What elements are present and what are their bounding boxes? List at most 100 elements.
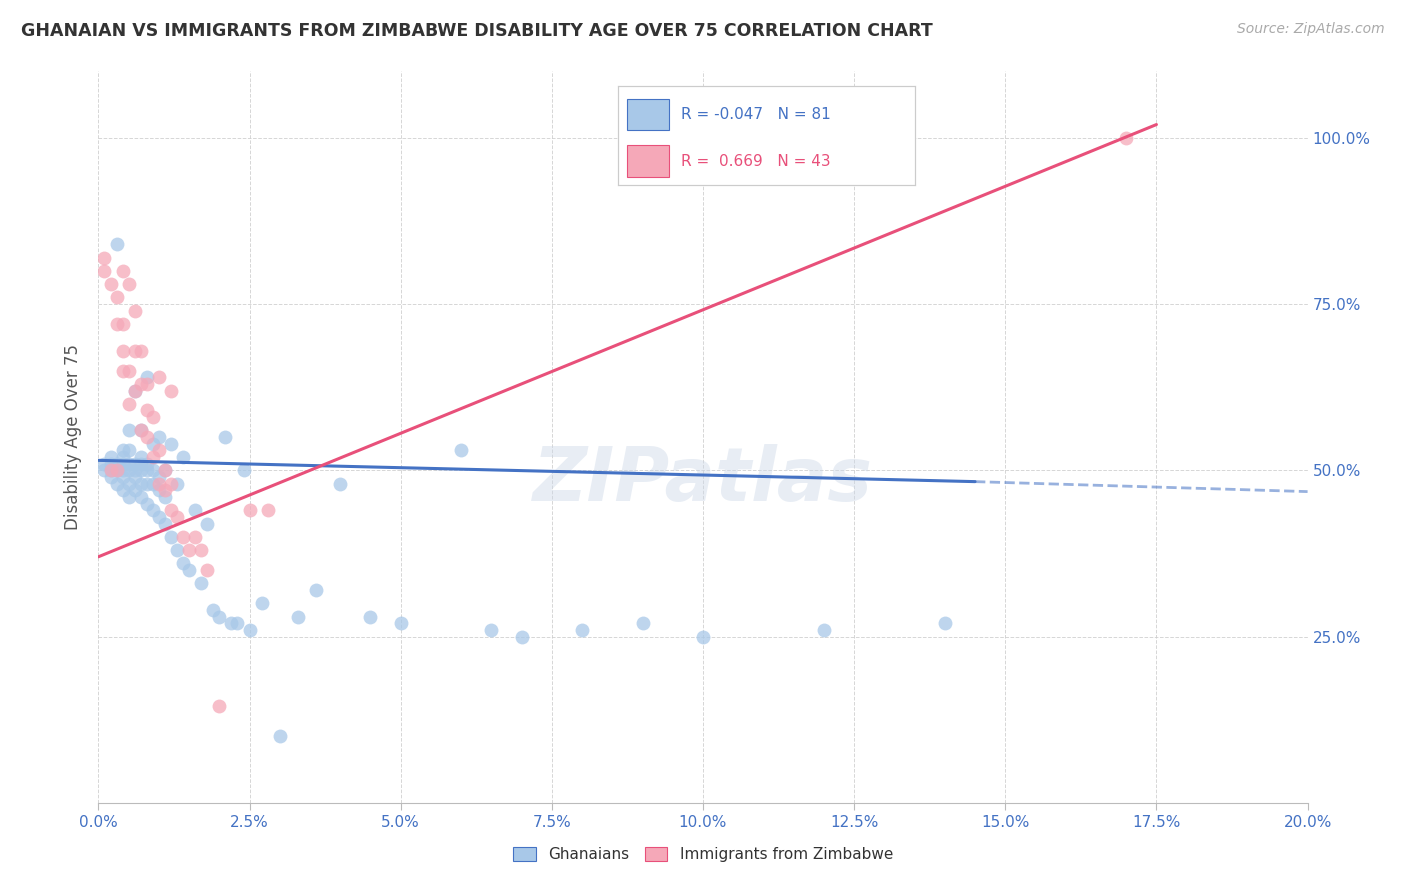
Point	[226, 616, 249, 631]
Point	[813, 623, 835, 637]
Point	[305, 582, 328, 597]
Point	[208, 699, 231, 714]
Point	[571, 623, 593, 637]
Point	[256, 503, 278, 517]
Point	[232, 463, 254, 477]
Point	[148, 509, 170, 524]
Point	[160, 530, 183, 544]
Point	[692, 630, 714, 644]
Point	[135, 376, 157, 391]
Point	[153, 516, 176, 531]
Point	[195, 516, 218, 531]
Point	[184, 530, 207, 544]
Point	[450, 443, 472, 458]
Point	[129, 424, 152, 438]
Point	[93, 264, 115, 278]
Point	[148, 483, 170, 498]
Point	[124, 457, 146, 471]
Point	[184, 503, 207, 517]
Point	[510, 630, 533, 644]
Point	[195, 563, 218, 577]
Point	[148, 443, 170, 458]
Point	[360, 609, 382, 624]
Point	[160, 384, 183, 398]
Point	[105, 457, 128, 471]
Point	[124, 384, 146, 398]
Point	[105, 290, 128, 304]
Point	[166, 509, 188, 524]
Point	[148, 370, 170, 384]
Point	[111, 457, 134, 471]
Text: ZIPatlas: ZIPatlas	[533, 444, 873, 517]
Point	[160, 476, 183, 491]
Point	[118, 476, 141, 491]
Point	[111, 483, 134, 498]
Point	[111, 450, 134, 464]
Point	[239, 623, 262, 637]
Point	[389, 616, 412, 631]
Point	[250, 596, 273, 610]
Point	[124, 463, 146, 477]
Point	[105, 317, 128, 331]
Point	[135, 370, 157, 384]
Point	[118, 397, 141, 411]
Point	[111, 317, 134, 331]
Point	[142, 436, 165, 450]
Point	[129, 343, 152, 358]
Point	[93, 251, 115, 265]
Point	[153, 463, 176, 477]
Point	[153, 463, 176, 477]
Point	[129, 376, 152, 391]
Point	[631, 616, 654, 631]
Point	[142, 410, 165, 425]
Point	[148, 430, 170, 444]
Point	[100, 277, 122, 292]
Point	[481, 623, 503, 637]
Point	[124, 303, 146, 318]
Point	[118, 424, 141, 438]
Point	[153, 483, 176, 498]
Point	[118, 277, 141, 292]
Point	[135, 497, 157, 511]
Legend: Ghanaians, Immigrants from Zimbabwe: Ghanaians, Immigrants from Zimbabwe	[506, 840, 900, 868]
Point	[111, 343, 134, 358]
Point	[100, 463, 122, 477]
Point	[118, 463, 141, 477]
Point	[153, 490, 176, 504]
Point	[172, 450, 194, 464]
Point	[934, 616, 956, 631]
Point	[166, 476, 188, 491]
Point	[142, 450, 165, 464]
Point	[148, 476, 170, 491]
Point	[129, 463, 152, 477]
Point	[129, 424, 152, 438]
Point	[111, 363, 134, 377]
Y-axis label: Disability Age Over 75: Disability Age Over 75	[65, 344, 83, 530]
Point	[148, 470, 170, 484]
Point	[105, 476, 128, 491]
Point	[135, 463, 157, 477]
Point	[269, 729, 291, 743]
Point	[214, 430, 236, 444]
Point	[135, 457, 157, 471]
Point	[190, 576, 212, 591]
Point	[179, 543, 201, 558]
Point	[111, 470, 134, 484]
Point	[129, 476, 152, 491]
Point	[118, 457, 141, 471]
Point	[221, 616, 243, 631]
Point	[129, 457, 152, 471]
Point	[124, 384, 146, 398]
Point	[93, 463, 115, 477]
Point	[135, 430, 157, 444]
Point	[105, 463, 128, 477]
Text: GHANAIAN VS IMMIGRANTS FROM ZIMBABWE DISABILITY AGE OVER 75 CORRELATION CHART: GHANAIAN VS IMMIGRANTS FROM ZIMBABWE DIS…	[21, 22, 932, 40]
Point	[100, 457, 122, 471]
Point	[172, 557, 194, 571]
Point	[142, 503, 165, 517]
Point	[239, 503, 262, 517]
Text: Source: ZipAtlas.com: Source: ZipAtlas.com	[1237, 22, 1385, 37]
Point	[105, 463, 128, 477]
Point	[135, 403, 157, 417]
Point	[135, 476, 157, 491]
